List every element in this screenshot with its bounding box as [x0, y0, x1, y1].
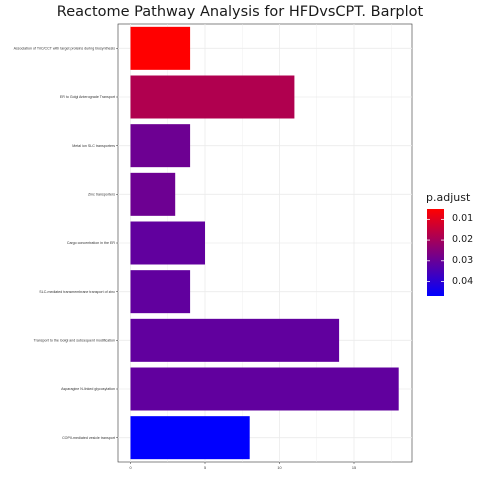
bars: [130, 26, 399, 460]
legend-tick-label: 0.01: [452, 213, 474, 225]
legend-colorbar: [427, 209, 444, 296]
category-labels: Association of TriC/CCT with target prot…: [14, 47, 118, 440]
legend-tick-label: 0.02: [452, 234, 474, 246]
category-label: Association of TriC/CCT with target prot…: [14, 47, 116, 51]
legend-tick-marks: [427, 218, 444, 282]
category-label: Cargo concentration in the ER: [67, 241, 116, 245]
category-label: Asparagine N-linked glycosylation: [61, 387, 115, 391]
legend-title: p.adjust: [426, 191, 471, 204]
bar: [130, 270, 191, 314]
x-axis-ticks: 0 5 10 15: [129, 462, 356, 470]
bar: [130, 124, 191, 168]
category-label: SLC-mediated transmembrane transport of …: [39, 290, 115, 294]
category-label: ER to Golgi Anterograde Transport: [60, 95, 115, 99]
category-label: Metal ion SLC transporters: [72, 144, 115, 148]
bar: [130, 318, 340, 362]
category-label: COPII-mediated vesicle transport: [62, 436, 115, 440]
x-tick-label: 5: [204, 466, 206, 470]
legend-tick-label: 0.04: [452, 275, 474, 287]
category-label: Zinc transporters: [88, 193, 115, 197]
x-tick-label: 15: [352, 466, 356, 470]
bar: [130, 221, 205, 265]
bar: [130, 172, 176, 216]
category-label: Transport to the Golgi and subsequent mo…: [34, 339, 115, 343]
bar: [130, 367, 399, 411]
legend-tick-label: 0.03: [452, 254, 474, 266]
x-tick-label: 0: [129, 466, 131, 470]
chart-title: Reactome Pathway Analysis for HFDvsCPT. …: [56, 4, 424, 20]
bar: [130, 26, 191, 70]
bar: [130, 416, 250, 460]
x-tick-label: 10: [277, 466, 281, 470]
bar: [130, 75, 295, 119]
